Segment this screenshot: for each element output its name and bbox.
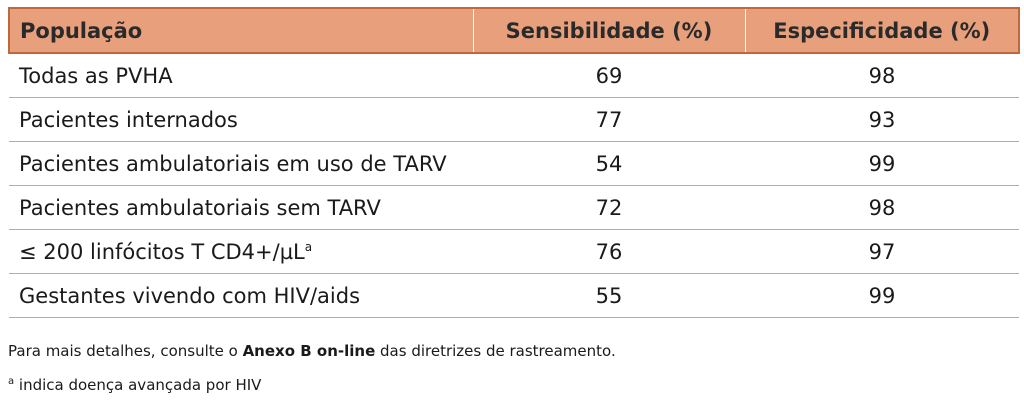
footnote-advanced-disease: a indica doença avançada por HIV [8, 376, 261, 394]
header-specificity: Especificidade (%) [744, 7, 1020, 54]
cell-sensitivity: 77 [473, 97, 745, 142]
table-row: Pacientes ambulatoriais em uso de TARV 5… [9, 141, 1019, 186]
cell-specificity: 98 [745, 53, 1019, 98]
cell-specificity: 98 [745, 185, 1019, 230]
footnote-marker: a [8, 376, 15, 387]
sensitivity-specificity-table: População Sensibilidade (%) Especificida… [8, 7, 1020, 318]
cell-population: Gestantes vivendo com HIV/aids [9, 273, 473, 318]
cell-specificity: 97 [745, 229, 1019, 274]
cell-sensitivity: 54 [473, 141, 745, 186]
cell-population: ≤ 200 linfócitos T CD4+/µLa [9, 229, 473, 274]
footnote-details: Para mais detalhes, consulte o Anexo B o… [8, 342, 616, 360]
footnote-details-prefix: Para mais detalhes, consulte o [8, 342, 243, 360]
header-sensitivity: Sensibilidade (%) [472, 7, 745, 54]
cell-sensitivity: 76 [473, 229, 745, 274]
population-text: Gestantes vivendo com HIV/aids [19, 283, 361, 308]
data-table-container: População Sensibilidade (%) Especificida… [8, 7, 1020, 318]
table-row: Gestantes vivendo com HIV/aids 55 99 [9, 273, 1019, 318]
cell-population: Todas as PVHA [9, 53, 473, 98]
header-population: População [8, 7, 473, 54]
table-row: Pacientes ambulatoriais sem TARV 72 98 [9, 185, 1019, 230]
cell-specificity: 93 [745, 97, 1019, 142]
table-header-row: População Sensibilidade (%) Especificida… [8, 7, 1020, 54]
population-text: ≤ 200 linfócitos T CD4+/µL [19, 239, 305, 264]
population-text: Todas as PVHA [19, 63, 173, 88]
cell-sensitivity: 69 [473, 53, 745, 98]
table-row: ≤ 200 linfócitos T CD4+/µLa 76 97 [9, 229, 1019, 274]
cell-sensitivity: 55 [473, 273, 745, 318]
footnote-details-suffix: das diretrizes de rastreamento. [375, 342, 616, 360]
cell-sensitivity: 72 [473, 185, 745, 230]
table-row: Pacientes internados 77 93 [9, 97, 1019, 142]
cell-specificity: 99 [745, 273, 1019, 318]
footnote-marker: a [304, 239, 313, 254]
population-text: Pacientes ambulatoriais sem TARV [19, 195, 381, 220]
cell-specificity: 99 [745, 141, 1019, 186]
population-text: Pacientes ambulatoriais em uso de TARV [19, 151, 447, 176]
population-text: Pacientes internados [19, 107, 238, 132]
footnote-annex-reference: Anexo B on-line [242, 342, 376, 360]
cell-population: Pacientes ambulatoriais sem TARV [9, 185, 473, 230]
table-row: Todas as PVHA 69 98 [9, 53, 1019, 98]
cell-population: Pacientes internados [9, 97, 473, 142]
cell-population: Pacientes ambulatoriais em uso de TARV [9, 141, 473, 186]
footnote-advanced-disease-text: indica doença avançada por HIV [14, 376, 262, 394]
